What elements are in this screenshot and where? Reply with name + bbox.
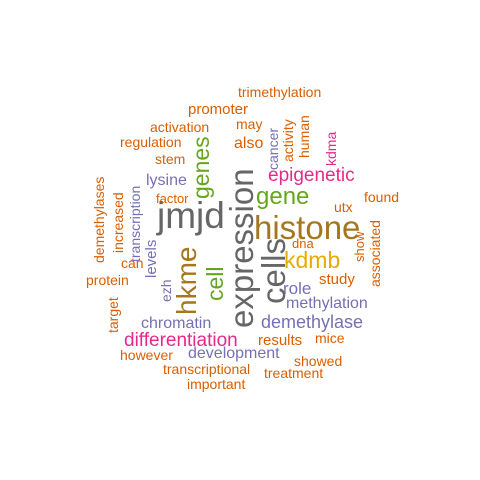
word-results: results bbox=[258, 332, 303, 349]
word-showed: showed bbox=[294, 353, 343, 369]
word-transcription: transcription bbox=[127, 185, 143, 262]
word-kdmb: kdmb bbox=[284, 247, 341, 273]
word-activity: activity bbox=[280, 119, 296, 162]
word-jmjd: jmjd bbox=[157, 195, 225, 236]
word-utx: utx bbox=[334, 199, 353, 215]
word-also: also bbox=[234, 135, 264, 152]
word-activation: activation bbox=[150, 119, 210, 135]
word-stem: stem bbox=[155, 151, 186, 167]
word-role: role bbox=[283, 279, 312, 298]
word-expression: expression bbox=[223, 168, 260, 328]
word-target: target bbox=[105, 297, 121, 333]
word-human: human bbox=[296, 115, 312, 158]
word-kdma: kdma bbox=[323, 131, 339, 166]
word-demethylase: demethylase bbox=[261, 312, 364, 332]
word-can: can bbox=[121, 255, 144, 271]
word-mice: mice bbox=[315, 330, 345, 346]
word-regulation: regulation bbox=[120, 134, 182, 150]
word-trimethylation: trimethylation bbox=[238, 84, 322, 100]
word-however: however bbox=[120, 347, 173, 363]
word-demethylases: demethylases bbox=[91, 176, 107, 263]
word-study: study bbox=[319, 271, 355, 288]
word-show: show bbox=[352, 231, 367, 262]
word-may: may bbox=[236, 116, 263, 132]
word-promoter: promoter bbox=[188, 101, 249, 118]
word-cancer: cancer bbox=[265, 127, 281, 170]
word-dna: dna bbox=[292, 236, 314, 251]
word-lysine: lysine bbox=[146, 172, 187, 189]
word-methylation: methylation bbox=[286, 295, 368, 312]
word-protein: protein bbox=[86, 272, 129, 288]
word-histone: histone bbox=[254, 209, 361, 246]
word-epigenetic: epigenetic bbox=[268, 165, 355, 186]
word-chromatin: chromatin bbox=[141, 315, 212, 332]
word-increased: increased bbox=[110, 192, 126, 253]
word-hkme: hkme bbox=[171, 246, 202, 315]
word-differentiation: differentiation bbox=[124, 330, 238, 351]
word-cells: cells bbox=[255, 237, 292, 304]
word-levels: levels bbox=[143, 239, 160, 278]
word-development: development bbox=[188, 345, 280, 362]
word-important: important bbox=[187, 376, 246, 392]
word-associated: associated bbox=[367, 220, 383, 287]
word-gene: gene bbox=[256, 183, 310, 210]
word-transcriptional: transcriptional bbox=[163, 361, 251, 377]
word-genes: genes bbox=[188, 136, 214, 199]
word-cell: cell bbox=[202, 266, 228, 301]
word-factor: factor bbox=[156, 191, 189, 206]
word-found: found bbox=[364, 189, 400, 205]
word-treatment: treatment bbox=[264, 365, 324, 381]
word-ezh: ezh bbox=[158, 279, 174, 302]
